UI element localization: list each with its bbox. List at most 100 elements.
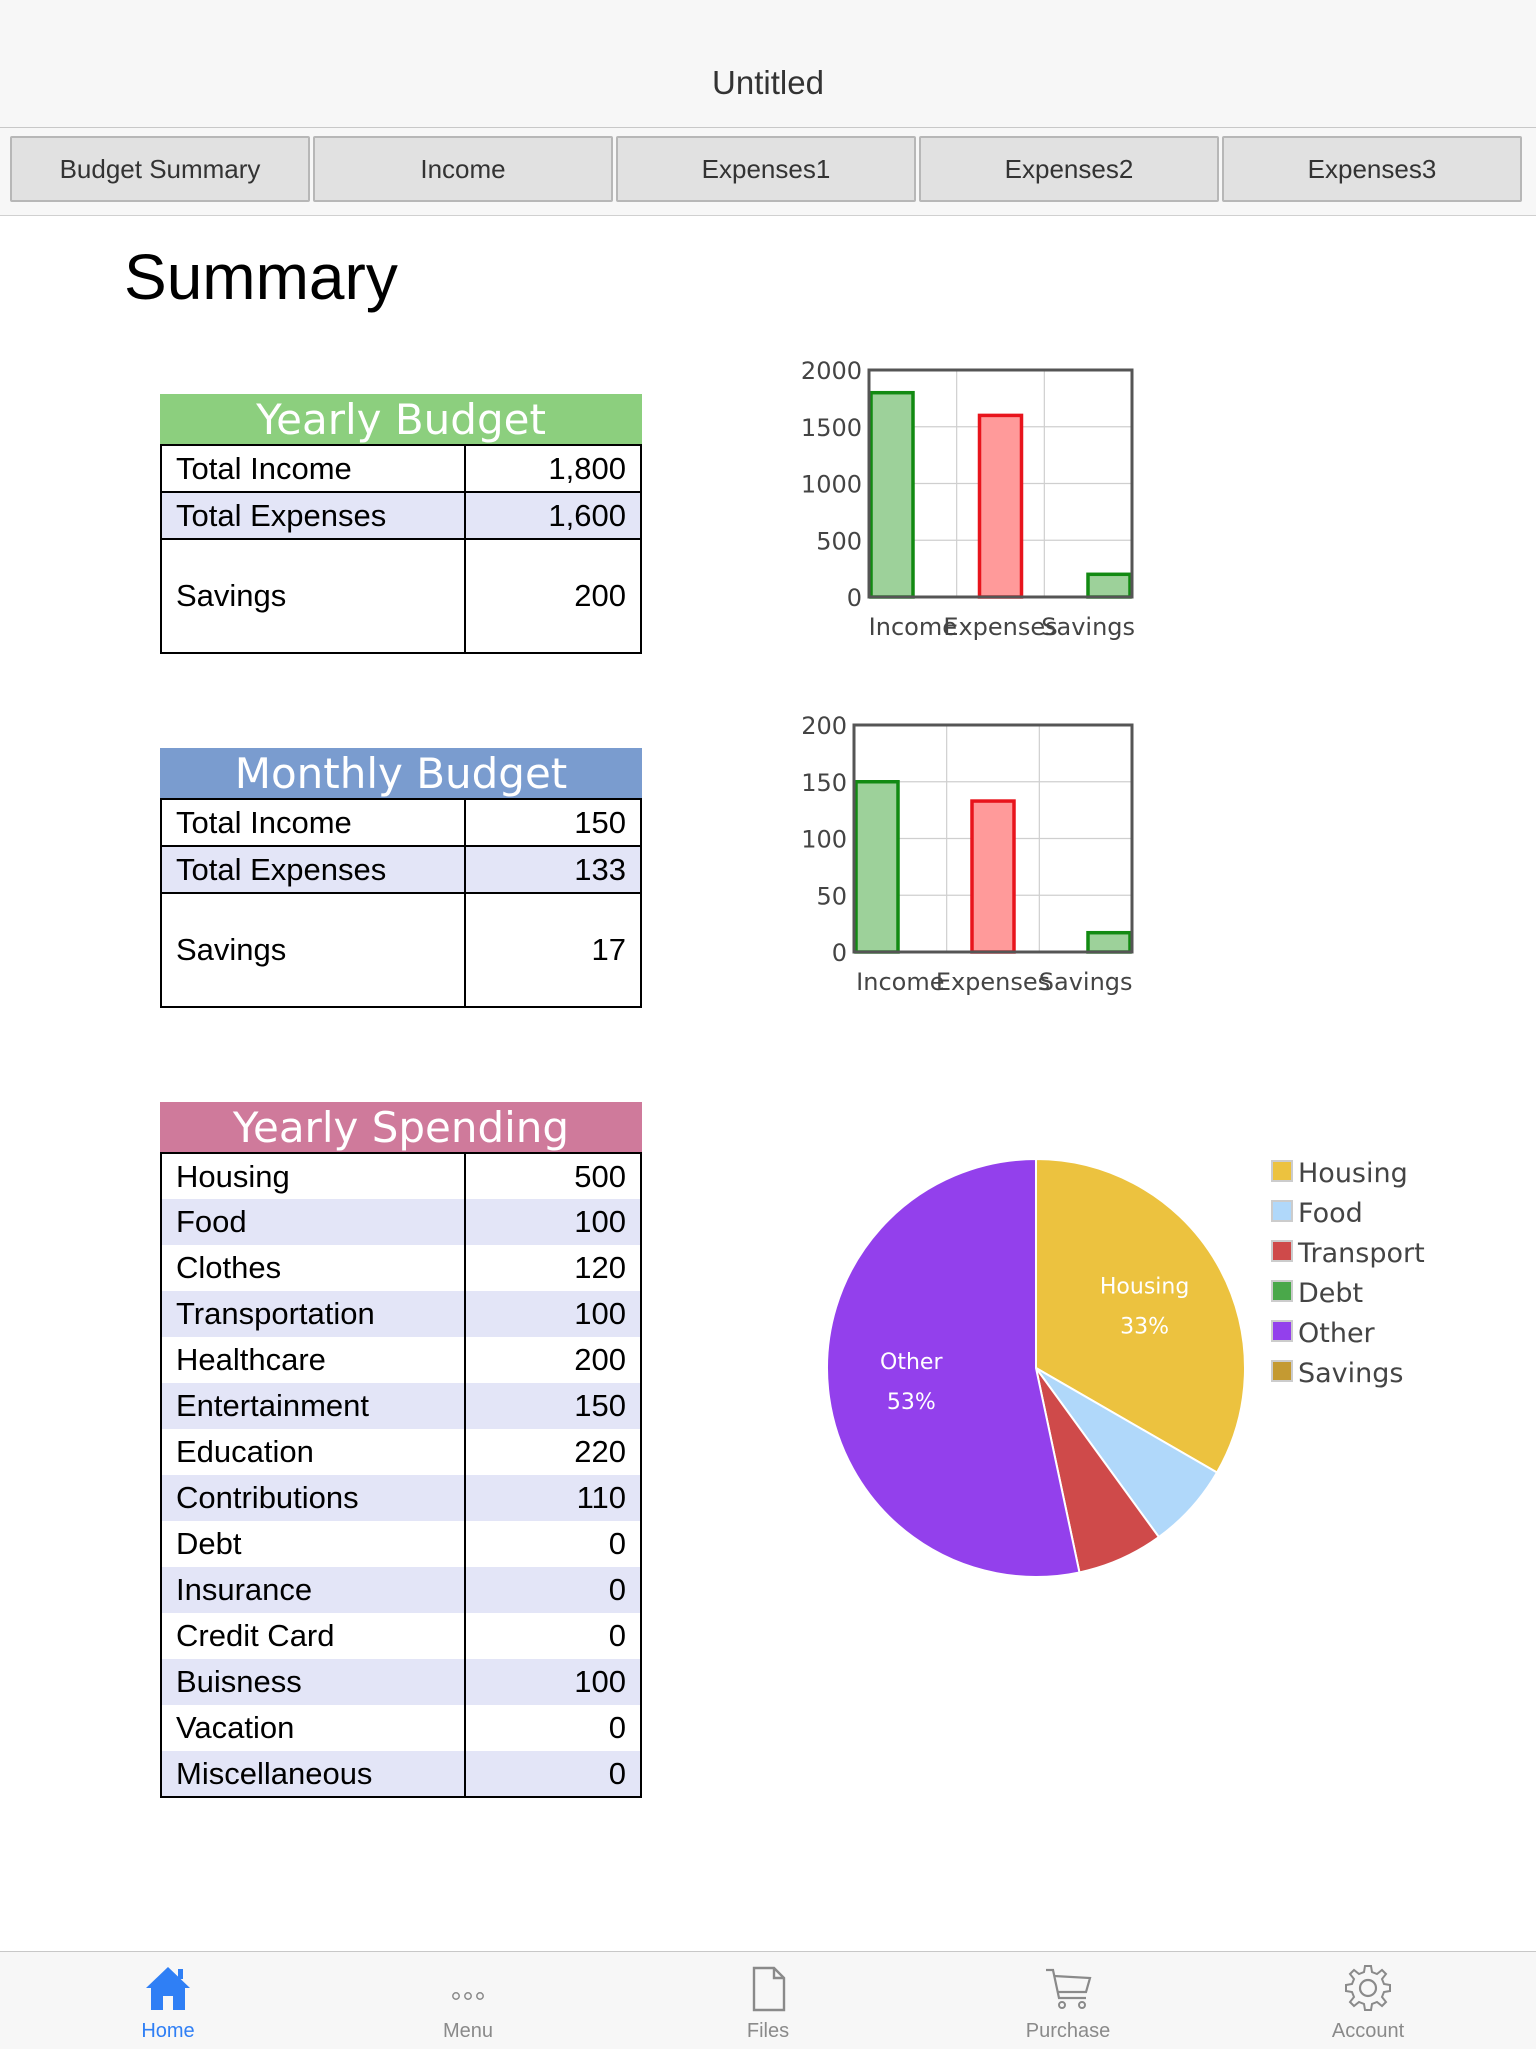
page-heading: Summary [124, 241, 398, 313]
table-row: Clothes 120 [161, 1245, 641, 1291]
cell-value[interactable]: 200 [574, 578, 626, 613]
cell-label[interactable]: Contributions [161, 1475, 466, 1521]
cell-value[interactable]: 100 [465, 1199, 641, 1245]
tab-expenses2[interactable]: Expenses2 [919, 136, 1219, 202]
y-tick-label: 50 [816, 882, 847, 910]
cell-value[interactable]: 110 [465, 1475, 641, 1521]
legend-swatch [1271, 1160, 1293, 1182]
cell-label[interactable]: Insurance [161, 1567, 466, 1613]
yearly-spending-grid: Housing 500 Food 100 Clothes 120 Transportatio… [160, 1152, 642, 1798]
table-row: Housing 500 [161, 1153, 641, 1199]
cell-label[interactable]: Savings [161, 893, 466, 1007]
yearly-budget-table: Yearly Budget Total Income 1,800 Total E… [160, 394, 642, 654]
table-row: Total Income 150 [161, 799, 641, 847]
nav-files[interactable]: Files [668, 1952, 868, 2049]
cell-label[interactable]: Entertainment [161, 1383, 466, 1429]
x-tick-label: Income [869, 613, 957, 641]
cell-value[interactable]: 17 [591, 932, 626, 967]
bar-savings [1086, 930, 1132, 954]
legend-label: Housing [1298, 1158, 1408, 1189]
monthly-budget-grid: Total Income 150 Total Expenses 133 Savi… [160, 798, 642, 1008]
table-row: Food 100 [161, 1199, 641, 1245]
cell-label[interactable]: Total Income [161, 445, 466, 493]
cell-value[interactable]: 133 [465, 846, 641, 894]
cell-value[interactable]: 220 [574, 1434, 626, 1469]
cell-value[interactable]: 100 [465, 1291, 641, 1337]
more-icon [452, 1992, 484, 2000]
cell-value[interactable]: 0 [608, 1618, 626, 1653]
tab-budget-summary[interactable]: Budget Summary [10, 136, 310, 202]
monthly-budget-table: Monthly Budget Total Income 150 Total Ex… [160, 748, 642, 1008]
slice-label-name: Other [880, 1350, 943, 1375]
cell-label[interactable]: Credit Card [161, 1613, 466, 1659]
cell-value[interactable]: 0 [608, 1710, 626, 1745]
y-tick-label: 500 [816, 527, 862, 555]
slice-label-percent: 33% [1120, 1314, 1169, 1339]
table-row: Total Expenses 1,600 [161, 492, 641, 540]
cell-value[interactable]: 150 [465, 799, 641, 847]
cell-value[interactable]: 0 [608, 1526, 626, 1561]
cell-label[interactable]: Clothes [161, 1245, 466, 1291]
table-row: Insurance 0 [161, 1567, 641, 1613]
slice-label-percent: 53% [887, 1390, 936, 1415]
cell-value[interactable]: 1,800 [465, 445, 641, 493]
table-row: Credit Card 0 [161, 1613, 641, 1659]
cell-label[interactable]: Total Expenses [161, 846, 466, 894]
y-tick-label: 1000 [801, 471, 862, 499]
y-tick-label: 1500 [801, 414, 862, 442]
legend-label: Savings [1298, 1358, 1403, 1389]
y-tick-label: 150 [801, 769, 847, 797]
cell-label[interactable]: Total Income [161, 799, 466, 847]
bar-expenses [970, 799, 1016, 954]
table-row: Buisness 100 [161, 1659, 641, 1705]
pie-slice-other [826, 1157, 1081, 1578]
cell-label[interactable]: Savings [161, 539, 466, 653]
cell-label[interactable]: Debt [161, 1521, 466, 1567]
cell-label[interactable]: Housing [161, 1153, 466, 1199]
cell-label[interactable]: Food [161, 1199, 466, 1245]
bar-expenses [977, 413, 1024, 599]
table-row: Total Expenses 133 [161, 846, 641, 894]
legend-label: Debt [1298, 1278, 1363, 1309]
nav-menu[interactable]: Menu [368, 1952, 568, 2049]
legend-swatch [1271, 1280, 1293, 1302]
cell-label[interactable]: Education [161, 1429, 466, 1475]
cell-value[interactable]: 100 [465, 1659, 641, 1705]
y-tick-label: 100 [801, 826, 847, 854]
table-row: Contributions 110 [161, 1475, 641, 1521]
cell-label[interactable]: Total Expenses [161, 492, 466, 540]
nav-purchase[interactable]: Purchase [968, 1952, 1168, 2049]
table-row: Total Income 1,800 [161, 445, 641, 493]
x-tick-label: Income [856, 968, 944, 996]
legend-swatch [1271, 1240, 1293, 1262]
table-row: Transportation 100 [161, 1291, 641, 1337]
cell-value[interactable]: 200 [574, 1342, 626, 1377]
tab-expenses3[interactable]: Expenses3 [1222, 136, 1522, 202]
tab-expenses1[interactable]: Expenses1 [616, 136, 916, 202]
cell-label[interactable]: Buisness [161, 1659, 466, 1705]
cell-label[interactable]: Transportation [161, 1291, 466, 1337]
cell-value[interactable]: 0 [465, 1751, 641, 1797]
cell-label[interactable]: Healthcare [161, 1337, 466, 1383]
tab-income[interactable]: Income [313, 136, 613, 202]
cell-label[interactable]: Miscellaneous [161, 1751, 466, 1797]
legend-swatch [1271, 1200, 1293, 1222]
nav-home[interactable]: Home [68, 1952, 268, 2049]
title-bar: Untitled [0, 0, 1536, 128]
legend-label: Food [1298, 1198, 1363, 1229]
cell-value[interactable]: 1,600 [465, 492, 641, 540]
nav-home-label: Home [141, 2020, 195, 2042]
cell-value[interactable]: 0 [465, 1567, 641, 1613]
home-icon [146, 1967, 190, 2010]
cell-label[interactable]: Vacation [161, 1705, 466, 1751]
cell-value[interactable]: 150 [465, 1383, 641, 1429]
table-row: Savings 17 [161, 893, 641, 1007]
cell-value[interactable]: 120 [574, 1250, 626, 1285]
nav-account[interactable]: Account [1268, 1952, 1468, 2049]
nav-files-label: Files [746, 2020, 790, 2042]
cell-value[interactable]: 500 [574, 1158, 626, 1194]
slice-label-name: Housing [1100, 1274, 1189, 1299]
bar-income [854, 780, 900, 954]
y-tick-label: 2000 [801, 357, 862, 385]
